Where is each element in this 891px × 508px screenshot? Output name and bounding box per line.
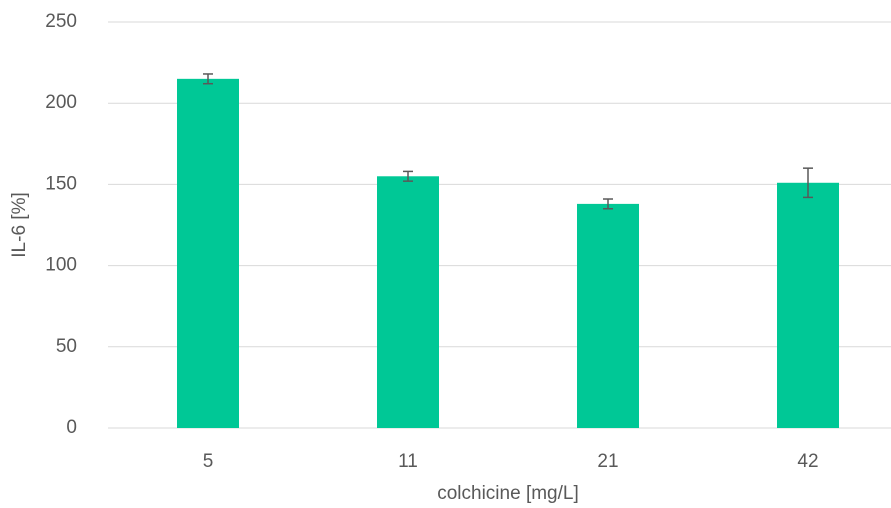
bar	[577, 203, 639, 428]
y-tick-label: 200	[45, 92, 77, 113]
x-axis-label: colchicine [mg/L]	[437, 483, 579, 504]
error-bar	[803, 167, 813, 199]
x-tick-label: 21	[597, 451, 618, 472]
y-tick-label: 250	[45, 11, 77, 32]
x-tick-label: 5	[203, 451, 214, 472]
x-tick-label: 11	[398, 451, 418, 472]
error-bar	[603, 198, 613, 210]
bar	[377, 176, 439, 428]
bar	[777, 182, 839, 428]
error-bar	[203, 73, 213, 85]
y-tick-label: 50	[56, 336, 77, 357]
y-tick-label: 100	[45, 255, 77, 276]
bar	[177, 78, 239, 428]
y-axis-label: IL-6 [%]	[9, 192, 30, 257]
x-tick-label: 42	[797, 451, 818, 472]
y-tick-label: 150	[45, 173, 77, 194]
y-tick-label: 0	[66, 417, 77, 438]
error-bar	[403, 170, 413, 182]
